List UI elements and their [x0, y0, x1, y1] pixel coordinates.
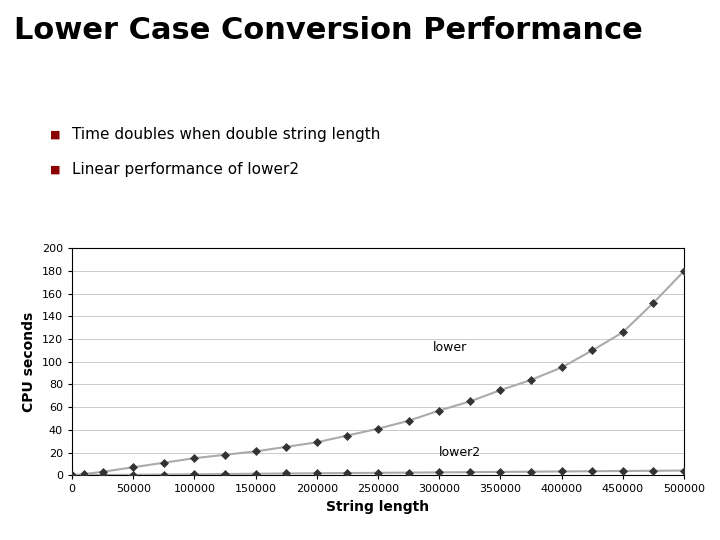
- Text: ■: ■: [50, 130, 61, 140]
- X-axis label: String length: String length: [326, 500, 430, 514]
- Text: Lower Case Conversion Performance: Lower Case Conversion Performance: [14, 16, 643, 45]
- Text: Time doubles when double string length: Time doubles when double string length: [72, 127, 380, 142]
- Text: lower: lower: [433, 341, 467, 354]
- Text: lower2: lower2: [439, 447, 482, 460]
- Text: Linear performance of lower2: Linear performance of lower2: [72, 162, 299, 177]
- Text: ■: ■: [50, 165, 61, 175]
- Y-axis label: CPU seconds: CPU seconds: [22, 312, 36, 412]
